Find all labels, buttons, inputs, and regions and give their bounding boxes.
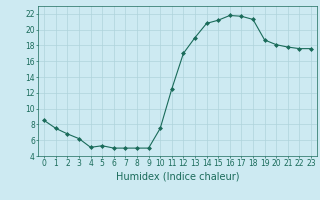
X-axis label: Humidex (Indice chaleur): Humidex (Indice chaleur) bbox=[116, 171, 239, 181]
